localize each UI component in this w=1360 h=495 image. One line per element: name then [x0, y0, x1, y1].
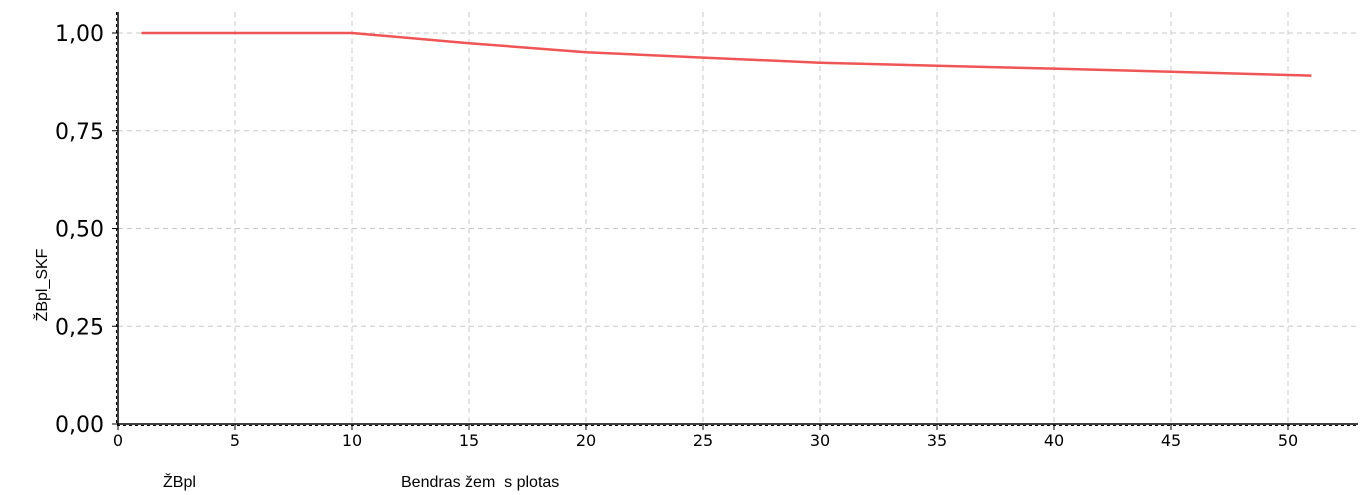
x-tick-label: 5 — [230, 431, 240, 450]
series-line — [141, 31, 1312, 77]
x-tick-label: 15 — [459, 431, 479, 450]
series-lines — [141, 31, 1312, 77]
y-tick-label: 1,00 — [55, 22, 104, 47]
grid-lines — [118, 12, 1358, 424]
x-tick-label: 45 — [1161, 431, 1181, 450]
x-tick-label: 20 — [576, 431, 596, 450]
x-tick-label: 30 — [810, 431, 830, 450]
y-tick-label: 0,25 — [55, 315, 104, 340]
y-axis-title: ŽBpl_SKF — [32, 248, 51, 321]
footer-left-label: ŽBpl — [163, 474, 196, 491]
y-tick-label: 0,50 — [55, 218, 104, 243]
axes — [112, 12, 1358, 430]
y-tick-label: 0,75 — [55, 120, 104, 145]
x-tick-label: 50 — [1278, 431, 1298, 450]
x-tick-label: 40 — [1044, 431, 1064, 450]
tick-labels: 0 5 10 15 20 25 30 35 40 45 50 0,00 0,25 0,50 0,75 1,00 — [55, 22, 1298, 450]
x-tick-label: 0 — [113, 431, 123, 450]
x-tick-label: 25 — [693, 431, 713, 450]
x-tick-label: 35 — [927, 431, 947, 450]
footer-center-label: Bendras žem s plotas — [401, 474, 560, 491]
y-tick-label: 0,00 — [55, 413, 104, 438]
x-tick-label: 10 — [342, 431, 362, 450]
